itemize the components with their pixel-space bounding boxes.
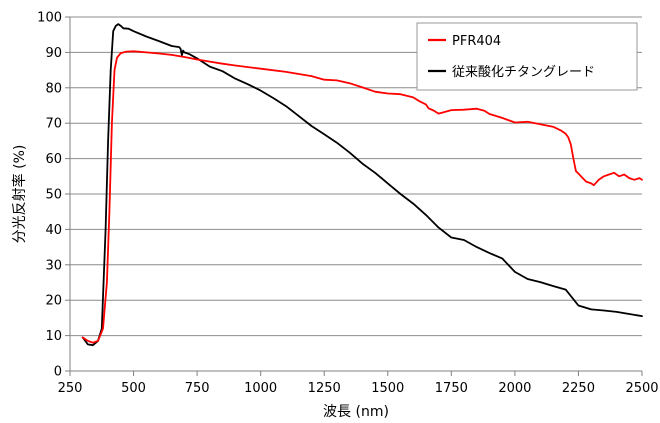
legend-box [416, 22, 638, 91]
y-tick-label-100: 100 [37, 11, 62, 26]
x-tick-label-2500: 2500 [625, 381, 658, 396]
legend-label-conventional: 従来酸化チタングレード [452, 65, 595, 80]
tick-labels: 0 10 20 30 40 50 60 70 80 90 100 250 500 750 1000 1250 1… [37, 11, 658, 397]
x-tick-label-1750: 1750 [435, 381, 468, 396]
x-axis-title: 波長 (nm) [323, 404, 389, 420]
y-tick-label-30: 30 [45, 258, 62, 273]
y-tick-label-0: 0 [54, 365, 62, 380]
x-tick-label-750: 750 [185, 381, 210, 396]
y-tick-label-40: 40 [45, 223, 62, 238]
x-tick-label-2000: 2000 [498, 381, 531, 396]
series-line-conventional-titanium-oxide [81, 23, 643, 347]
y-tick-label-60: 60 [45, 152, 62, 167]
x-tick-label-500: 500 [121, 381, 146, 396]
y-tick-label-90: 90 [45, 46, 62, 61]
x-tick-label-1000: 1000 [244, 381, 277, 396]
axes [65, 16, 643, 376]
y-tick-label-50: 50 [45, 188, 62, 203]
x-tick-label-1250: 1250 [308, 381, 341, 396]
y-tick-label-10: 10 [45, 329, 62, 344]
y-axis-title: 分光反射率 (%) [11, 145, 28, 244]
legend-label-pfr404: PFR404 [452, 34, 501, 49]
y-tick-label-20: 20 [45, 294, 62, 309]
series-layer [81, 23, 643, 347]
series-line-pfr404 [81, 50, 643, 344]
x-tick-label-2250: 2250 [562, 381, 595, 396]
x-tick-label-250: 250 [58, 381, 83, 396]
y-tick-label-70: 70 [45, 117, 62, 132]
x-tick-label-1500: 1500 [371, 381, 404, 396]
legend: PFR404 従来酸化チタングレード [416, 22, 638, 91]
y-tick-label-80: 80 [45, 81, 62, 96]
